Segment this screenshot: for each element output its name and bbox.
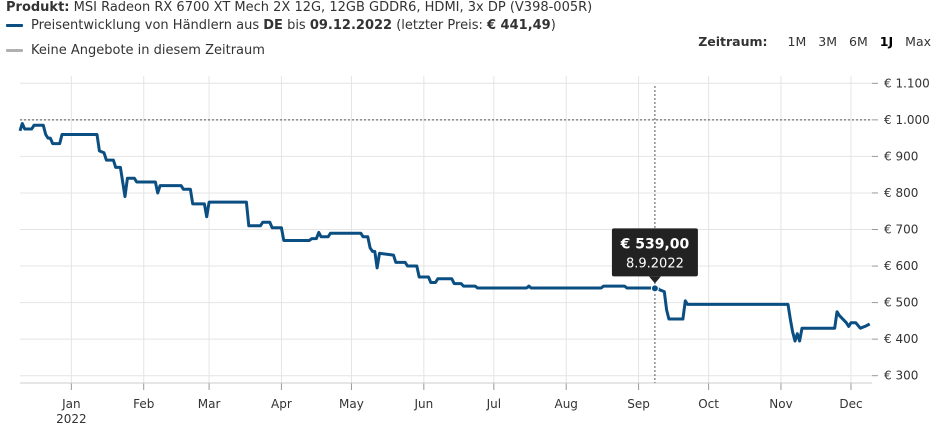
- time-range-selector: Zeitraum: 1M 3M 6M 1J Max: [698, 34, 931, 49]
- y-tick-label: € 1.000: [884, 113, 930, 127]
- no-offers-swatch: [6, 49, 23, 52]
- x-tick-label: Apr: [271, 397, 292, 411]
- y-tick-label: € 700: [884, 223, 918, 237]
- y-tick-label: € 600: [884, 259, 918, 273]
- y-tick-label: € 500: [884, 296, 918, 310]
- series-swatch: [6, 24, 23, 27]
- range-option-3m[interactable]: 3M: [818, 34, 838, 49]
- x-tick-label: Jul: [486, 397, 501, 411]
- price-series-line[interactable]: [18, 122, 871, 343]
- legend-text: Preisentwicklung von Händlern aus DE bis…: [31, 18, 556, 33]
- product-label: Produkt:: [6, 0, 70, 15]
- y-tick-label: € 400: [884, 332, 918, 346]
- x-tick-label: Sep: [627, 397, 650, 411]
- x-tick-label: Jan: [61, 397, 81, 411]
- range-option-max[interactable]: Max: [905, 34, 931, 49]
- x-tick-label: Mar: [198, 397, 221, 411]
- x-tick-label: Jun: [413, 397, 433, 411]
- tooltip-price: € 539,00: [620, 236, 690, 252]
- x-tick-label: Dec: [839, 397, 862, 411]
- range-option-1m[interactable]: 1M: [787, 34, 807, 49]
- range-option-1j[interactable]: 1J: [879, 34, 894, 49]
- tooltip-box: [611, 228, 698, 277]
- x-tick-label: Feb: [133, 397, 154, 411]
- tooltip-date: 8.9.2022: [626, 256, 684, 271]
- product-name: MSI Radeon RX 6700 XT Mech 2X 12G, 12GB …: [73, 0, 593, 15]
- x-tick-label: May: [339, 397, 364, 411]
- x-tick-label: Oct: [698, 397, 719, 411]
- highlight-point[interactable]: [650, 284, 659, 293]
- x-tick-sublabel: 2022: [56, 412, 87, 423]
- legend-item-no-offers[interactable]: Keine Angebote in diesem Zeitraum: [6, 43, 265, 58]
- y-tick-label: € 300: [884, 369, 918, 383]
- range-label: Zeitraum:: [698, 34, 768, 49]
- y-tick-label: € 800: [884, 186, 918, 200]
- tooltip-pointer: [648, 276, 661, 284]
- y-tick-label: € 1.100: [884, 76, 930, 90]
- x-tick-label: Nov: [769, 397, 792, 411]
- product-title: Produkt: MSI Radeon RX 6700 XT Mech 2X 1…: [6, 0, 592, 15]
- range-option-6m[interactable]: 6M: [849, 34, 868, 49]
- legend-item-price-series[interactable]: Preisentwicklung von Händlern aus DE bis…: [6, 18, 556, 33]
- y-tick-label: € 900: [884, 149, 918, 163]
- x-tick-label: Aug: [554, 397, 577, 411]
- legend-no-offers-label: Keine Angebote in diesem Zeitraum: [31, 43, 265, 58]
